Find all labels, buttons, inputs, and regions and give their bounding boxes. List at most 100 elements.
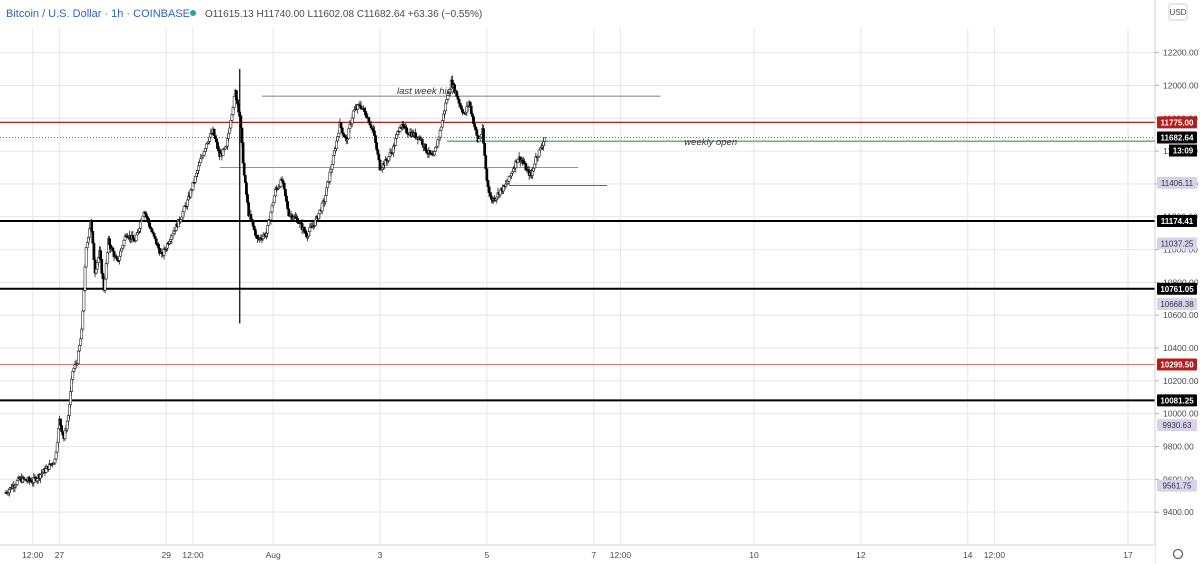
candle-body [326,181,330,188]
candle-body [351,110,355,119]
candle-body [153,235,157,239]
candle-body [77,350,80,365]
candle-body [83,266,87,291]
x-tick-label: 3 [378,550,383,560]
x-tick-label: 17 [1123,550,1133,560]
y-tick-label: 10600.00 [1163,310,1199,320]
candle-body [78,345,81,352]
symbol-title: Bitcoin / U.S. Dollar · 1h · COINBASE [6,8,190,20]
candle-body [420,139,424,145]
x-tick-label: 14 [963,550,973,560]
candle-body [182,206,186,212]
candle-body [337,132,341,137]
price-label: 11174.41 [1161,217,1194,226]
candle-body [424,143,427,151]
candle-body [79,338,82,346]
candle-body [433,151,436,156]
candle-body [282,183,286,190]
header: Bitcoin / U.S. Dollar · 1h · COINBASE O1… [6,8,482,20]
candle-body [331,154,335,165]
candle-body [235,90,238,101]
price-label-bg [1157,131,1197,144]
price-label-bg [1157,214,1197,227]
x-tick-label: 27 [55,550,65,560]
annotation-label: last week high [397,86,457,97]
y-tick-label: 11000.00 [1163,245,1198,255]
price-label-bg [1157,237,1197,250]
y-tick-label: 9600.00 [1163,474,1194,484]
candle-body [232,96,236,108]
candle-body [324,195,327,203]
price-label-bg [1157,282,1197,295]
y-tick-label: 9400.00 [1163,507,1194,517]
x-tick-label: 12:00 [610,550,632,560]
candle-body [339,122,343,129]
x-tick-label: 12:00 [22,550,44,560]
candle-body [90,220,94,232]
y-tick-label: 12000.00 [1163,80,1199,90]
candle-body [139,221,143,229]
y-tick-label: 10000.00 [1163,409,1199,419]
candle-body [249,214,253,220]
price-label-bg [1157,116,1197,129]
price-label-bg [1157,394,1197,407]
grid [0,28,1155,545]
candle-body [434,147,438,152]
candle-body [330,164,334,170]
x-tick-label: 5 [484,550,489,560]
candle-body [60,425,64,432]
x-tick-label: 29 [162,550,172,560]
candle-body [484,155,488,169]
candles [4,69,547,497]
time-axis: 12:00 27 29 12:00 Aug 3 5 7 12:00 10 12 14 12:00 17 [0,544,1155,564]
y-tick-label: 12200.00 [1163,48,1199,58]
currency-label: USD [1170,8,1187,17]
x-tick-label: 12 [856,550,866,560]
candle-body [99,250,102,260]
candle-body [242,162,246,176]
x-tick-label: 10 [749,550,759,560]
candle-body [141,215,145,221]
price-label: 11037.25 [1161,239,1194,248]
candle-body [84,247,88,268]
currency-box[interactable]: USD [1168,3,1188,21]
candle-body [240,127,244,143]
candle-body [266,225,269,234]
candle-body [377,154,381,161]
y-tick-label: 10200.00 [1163,376,1199,386]
candle-body [197,165,200,171]
x-tick-label: 7 [591,550,596,560]
price-label: 11682.64 [1161,134,1194,143]
price-label: 10299.50 [1160,361,1194,370]
candle-body [439,126,443,131]
time-tag: 13:09 [1173,147,1194,156]
price-label-bg [1157,419,1197,432]
candle-body [134,234,138,241]
candle-body [88,228,91,238]
candle-body [543,137,547,142]
price-label: 11775.00 [1161,118,1194,127]
price-label-bg [1157,176,1197,189]
settings-icon[interactable] [1172,548,1184,560]
candle-body [271,202,275,206]
candle-body [475,129,479,136]
price-label: 11406.11 [1161,179,1194,188]
candle-body [122,239,126,246]
price-label: 10081.25 [1160,396,1194,405]
price-label: 9930.63 [1163,421,1192,430]
candle-body [59,418,62,426]
price-label-bg [1157,297,1197,310]
price-label: 10761.05 [1160,285,1194,294]
annotations: last week high weekly open [397,86,737,148]
y-tick-label: 10800.00 [1163,277,1199,287]
y-tick-label: 10400.00 [1163,343,1199,353]
candle-body [82,290,86,312]
candle-body [179,219,183,222]
price-label: 10668.38 [1160,300,1194,309]
candle-body [118,255,121,261]
candle-body [56,428,60,444]
ohlc-values: O11615.13 H11740.00 L11602.08 C11682.64 … [205,9,482,20]
x-tick-label: 12:00 [182,550,204,560]
horizontal-lines [0,95,1155,402]
